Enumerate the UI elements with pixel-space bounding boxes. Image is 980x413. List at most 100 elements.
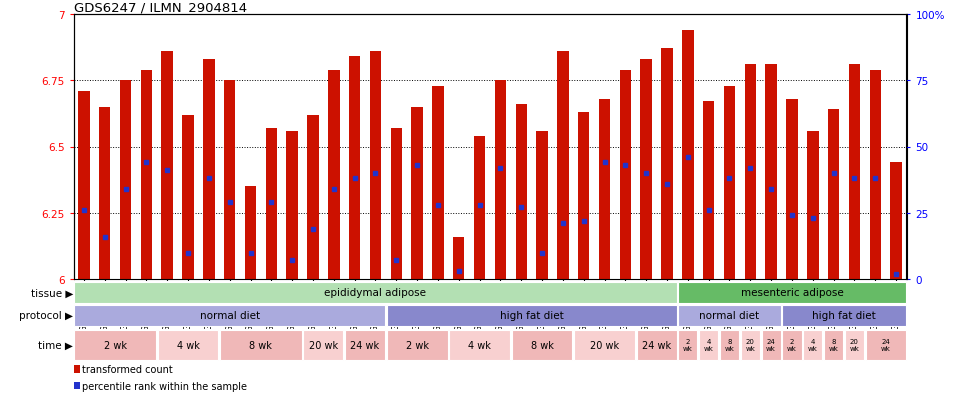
Text: 20 wk: 20 wk	[309, 340, 338, 350]
FancyBboxPatch shape	[387, 305, 676, 326]
Text: 24
wk: 24 wk	[766, 339, 776, 351]
FancyBboxPatch shape	[865, 330, 906, 360]
Bar	[74, 382, 80, 389]
Text: 8
wk: 8 wk	[724, 339, 734, 351]
Text: tissue ▶: tissue ▶	[30, 288, 74, 298]
FancyBboxPatch shape	[387, 330, 448, 360]
FancyBboxPatch shape	[741, 330, 760, 360]
Bar	[786, 100, 798, 279]
FancyBboxPatch shape	[699, 330, 718, 360]
Bar	[662, 49, 672, 279]
FancyBboxPatch shape	[345, 330, 385, 360]
Bar	[641, 60, 652, 279]
Bar	[203, 60, 215, 279]
FancyBboxPatch shape	[845, 330, 864, 360]
Text: GDS6247 / ILMN_2904814: GDS6247 / ILMN_2904814	[74, 1, 247, 14]
FancyBboxPatch shape	[782, 305, 906, 326]
FancyBboxPatch shape	[637, 330, 676, 360]
FancyBboxPatch shape	[804, 330, 822, 360]
Bar	[495, 81, 506, 279]
Bar	[474, 137, 485, 279]
Bar	[308, 115, 319, 279]
Text: high fat diet: high fat diet	[500, 311, 564, 321]
Bar	[412, 107, 422, 279]
Text: protocol ▶: protocol ▶	[19, 311, 74, 321]
Text: mesenteric adipose: mesenteric adipose	[741, 288, 844, 298]
FancyBboxPatch shape	[678, 330, 698, 360]
Bar	[99, 107, 111, 279]
Text: 2
wk: 2 wk	[683, 339, 693, 351]
Text: normal diet: normal diet	[700, 311, 760, 321]
FancyBboxPatch shape	[761, 330, 781, 360]
Bar	[349, 57, 361, 279]
Bar	[78, 92, 89, 279]
Text: epididymal adipose: epididymal adipose	[324, 288, 426, 298]
FancyBboxPatch shape	[74, 330, 156, 360]
Text: normal diet: normal diet	[200, 311, 260, 321]
FancyBboxPatch shape	[449, 330, 510, 360]
Text: 24 wk: 24 wk	[351, 340, 379, 350]
Text: 20
wk: 20 wk	[746, 339, 756, 351]
Text: 24
wk: 24 wk	[881, 339, 891, 351]
Bar	[182, 115, 194, 279]
FancyBboxPatch shape	[512, 330, 572, 360]
Bar	[828, 110, 839, 279]
Text: 20
wk: 20 wk	[850, 339, 859, 351]
Text: 4
wk: 4 wk	[808, 339, 817, 351]
Text: time ▶: time ▶	[38, 340, 74, 350]
Text: 4 wk: 4 wk	[176, 340, 200, 350]
Bar	[120, 81, 131, 279]
Bar	[849, 65, 860, 279]
Bar	[141, 71, 152, 279]
Bar	[515, 105, 527, 279]
Bar	[162, 52, 172, 279]
Text: 8 wk: 8 wk	[250, 340, 272, 350]
Bar	[808, 131, 818, 279]
Bar	[599, 100, 611, 279]
Bar	[328, 71, 339, 279]
Text: 8
wk: 8 wk	[829, 339, 839, 351]
Bar	[432, 86, 444, 279]
Text: 20 wk: 20 wk	[590, 340, 619, 350]
FancyBboxPatch shape	[220, 330, 302, 360]
Bar	[224, 81, 235, 279]
FancyBboxPatch shape	[720, 330, 739, 360]
Text: 2 wk: 2 wk	[406, 340, 428, 350]
FancyBboxPatch shape	[158, 330, 219, 360]
Text: 2
wk: 2 wk	[787, 339, 797, 351]
FancyBboxPatch shape	[304, 330, 343, 360]
Text: transformed count: transformed count	[81, 364, 172, 375]
Bar	[74, 366, 80, 373]
Bar	[869, 71, 881, 279]
FancyBboxPatch shape	[74, 282, 676, 303]
Bar	[745, 65, 756, 279]
Bar	[619, 71, 631, 279]
Text: high fat diet: high fat diet	[812, 311, 876, 321]
FancyBboxPatch shape	[678, 282, 906, 303]
FancyBboxPatch shape	[574, 330, 635, 360]
Text: 24 wk: 24 wk	[642, 340, 671, 350]
FancyBboxPatch shape	[74, 305, 385, 326]
Bar	[703, 102, 714, 279]
Bar	[536, 131, 548, 279]
Bar	[245, 187, 256, 279]
Bar	[724, 86, 735, 279]
Bar	[369, 52, 381, 279]
Bar	[891, 163, 902, 279]
Text: 4 wk: 4 wk	[468, 340, 491, 350]
Bar	[682, 31, 694, 279]
Bar	[578, 113, 589, 279]
Bar	[453, 237, 465, 279]
Text: percentile rank within the sample: percentile rank within the sample	[81, 381, 247, 391]
FancyBboxPatch shape	[678, 305, 781, 326]
FancyBboxPatch shape	[782, 330, 802, 360]
Text: 8 wk: 8 wk	[530, 340, 554, 350]
FancyBboxPatch shape	[824, 330, 843, 360]
Bar	[286, 131, 298, 279]
Bar	[266, 128, 277, 279]
Bar	[391, 128, 402, 279]
Bar	[558, 52, 568, 279]
Text: 4
wk: 4 wk	[704, 339, 713, 351]
Bar	[765, 65, 777, 279]
Text: 2 wk: 2 wk	[104, 340, 126, 350]
